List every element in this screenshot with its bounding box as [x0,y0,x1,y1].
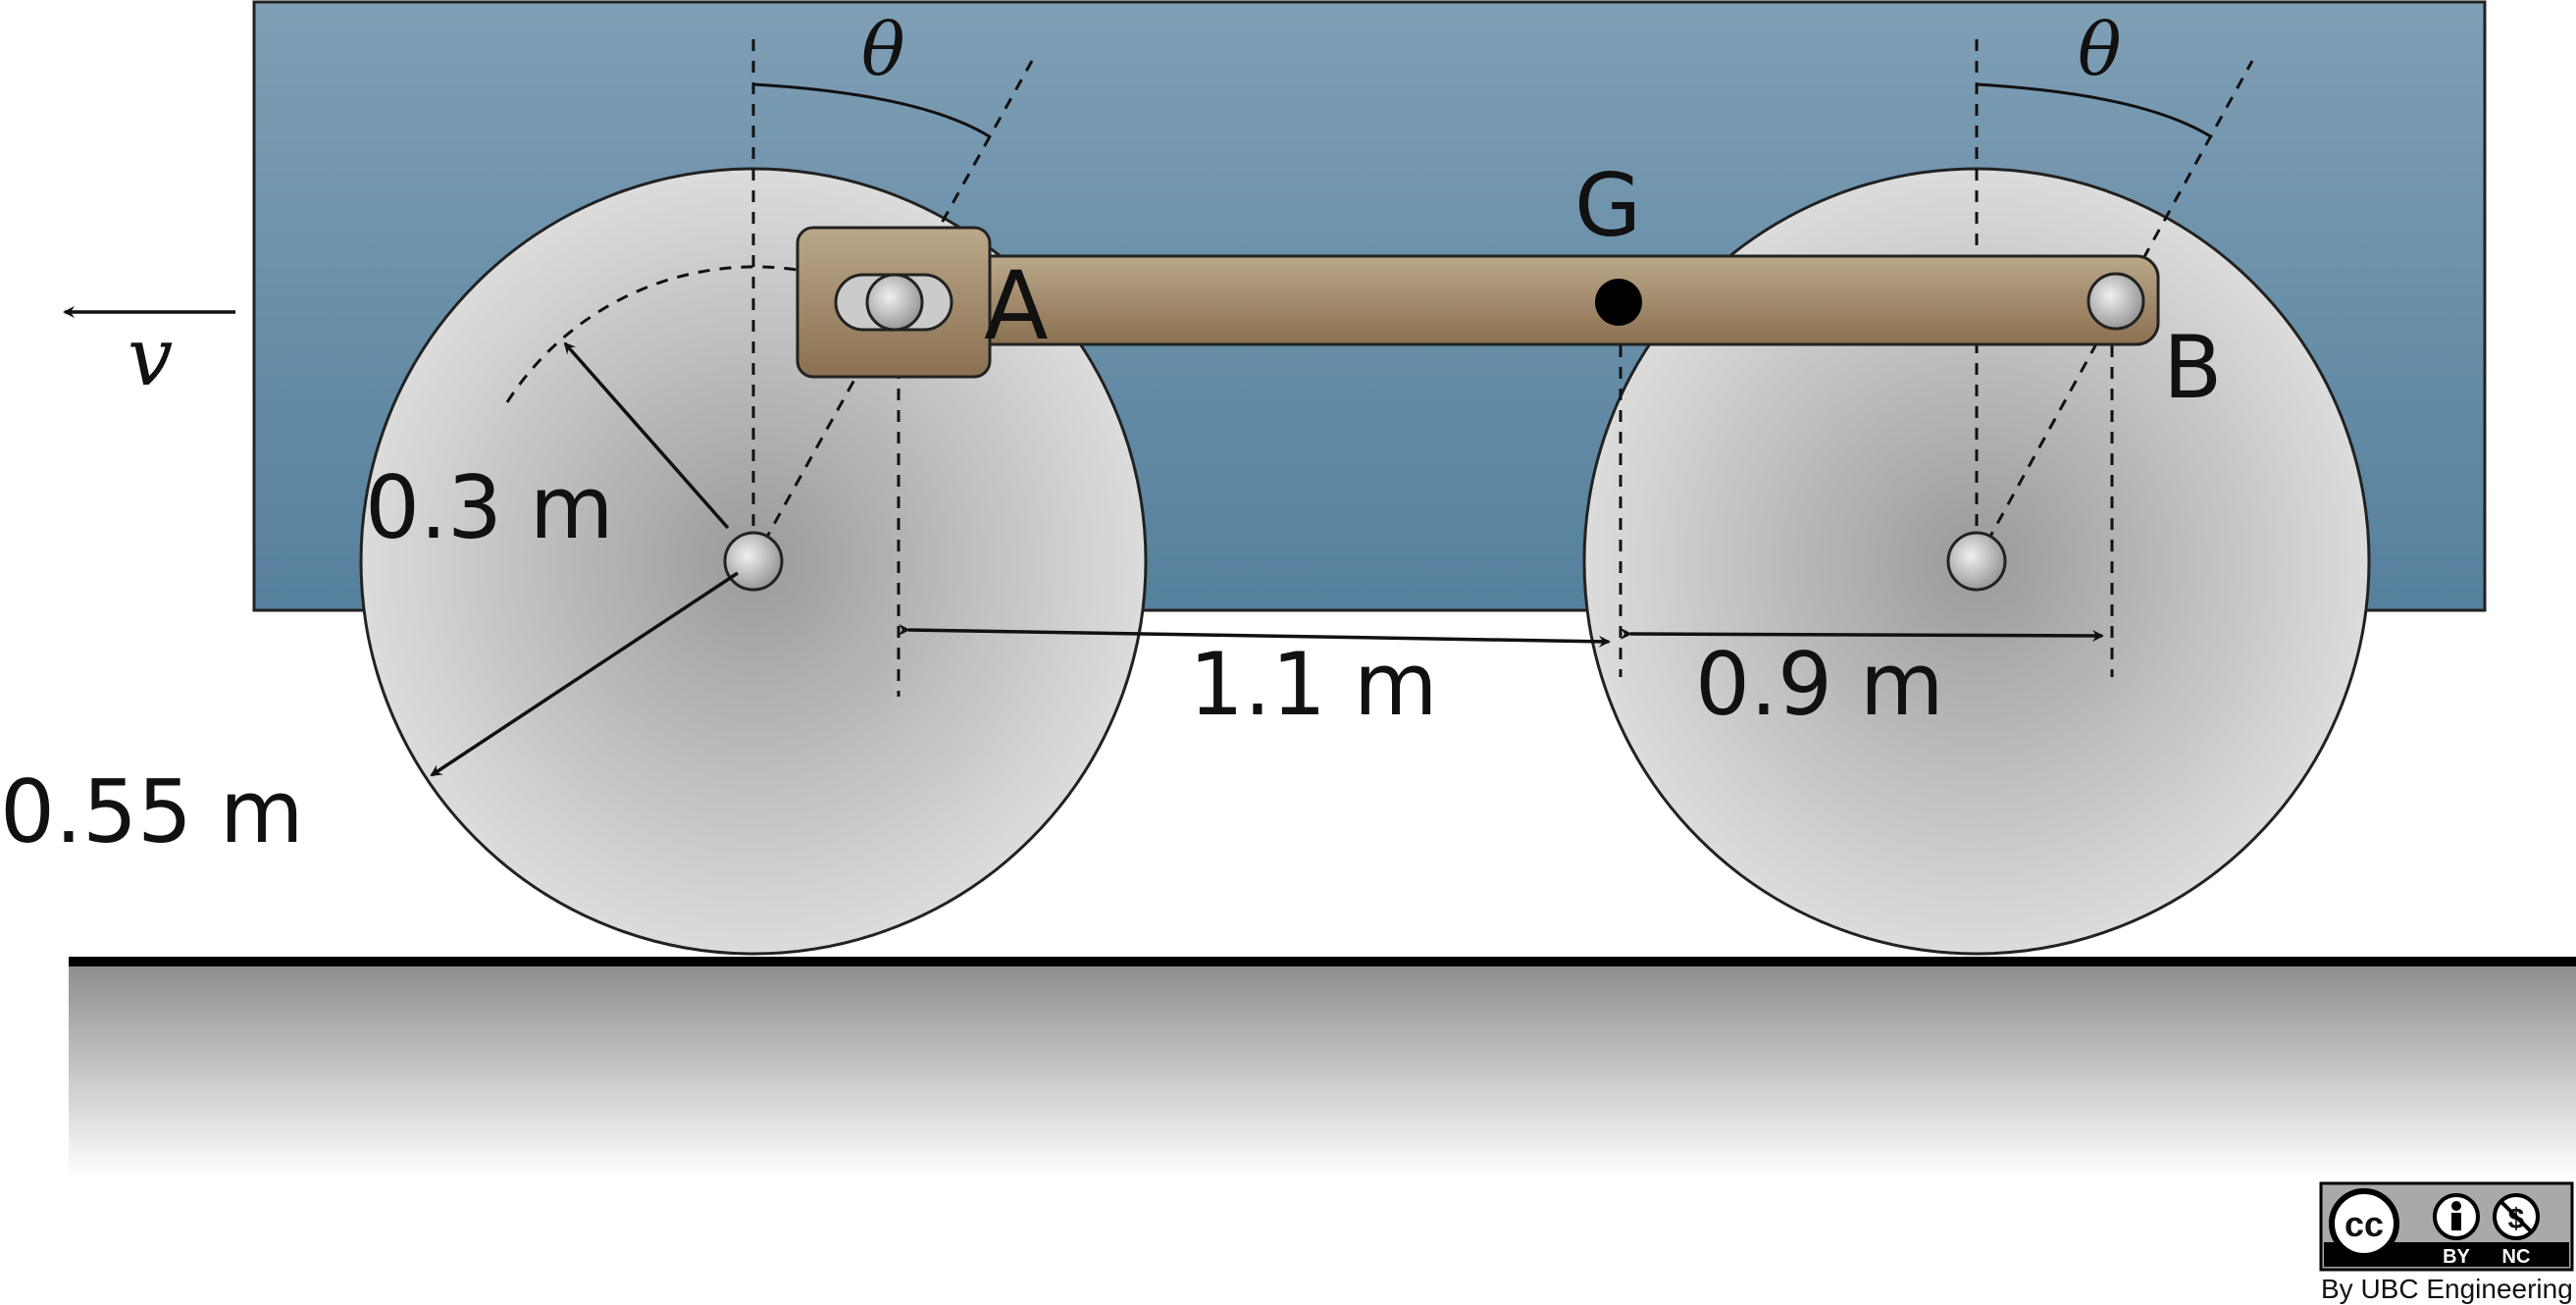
creative-commons-icon: cc [2329,1188,2399,1259]
point-b-label: B [2163,317,2222,418]
point-g-label: G [1574,155,1641,256]
span-left-label: 1.1 m [1189,634,1438,735]
cc-by-text: BY [2443,1246,2470,1268]
pin-b [2087,272,2145,331]
theta-arcs [752,82,2213,139]
theta-left-label: θ [861,8,905,92]
ground-line [69,957,2576,966]
license-badge: cc $ BY NC [2319,1181,2574,1272]
cc-nc-text: NC [2502,1246,2531,1268]
svg-text:cc: cc [2344,1204,2384,1244]
wheel-radius-label: 0.55 m [0,761,304,862]
pin-a [865,273,924,332]
center-of-mass-g [1595,279,1642,326]
credit-text: By UBC Engineering [2321,1274,2573,1304]
left-axle [723,531,784,592]
right-axle [1946,531,2007,592]
ground-shading [69,962,2576,1177]
span-right-arrow [1620,627,2104,642]
span-right-label: 0.9 m [1695,634,1944,735]
non-commercial-icon: $ [2493,1193,2540,1240]
span-left-arrow [898,623,1611,648]
velocity-label: v [128,311,173,404]
crank-radius-label: 0.3 m [365,457,614,558]
wheel-radius-arrow [430,571,739,777]
crank-radius-arrow [563,341,730,530]
attribution-icon [2433,1193,2480,1240]
point-a-label: A [984,251,1049,361]
theta-right-label: θ [2078,8,2122,92]
